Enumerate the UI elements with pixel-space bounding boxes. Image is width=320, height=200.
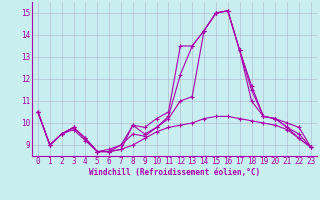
X-axis label: Windchill (Refroidissement éolien,°C): Windchill (Refroidissement éolien,°C) (89, 168, 260, 177)
